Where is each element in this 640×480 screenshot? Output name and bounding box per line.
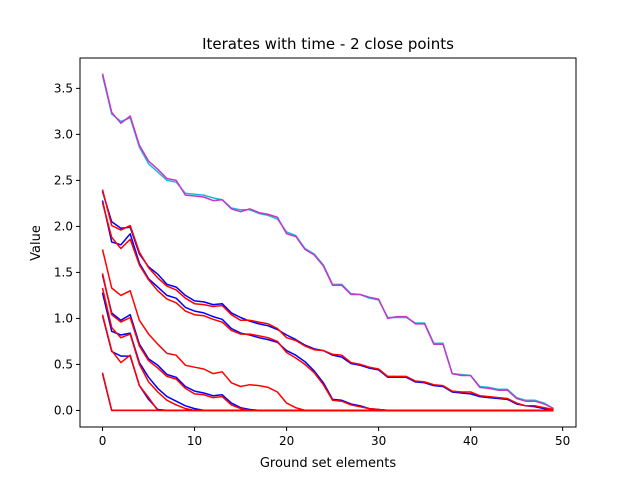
x-tick-label: 20 — [279, 434, 294, 448]
x-tick-label: 50 — [555, 434, 570, 448]
x-axis: 0 10 20 30 40 50 — [99, 427, 570, 448]
series-line-red-14 — [101, 372, 554, 412]
x-axis-label: Ground set elements — [260, 456, 397, 471]
series-line-red-3 — [101, 189, 554, 411]
y-tick-label: 1.5 — [54, 265, 73, 279]
y-tick-label: 0.0 — [54, 403, 73, 417]
chart-title: Iterates with time - 2 close points — [202, 35, 454, 53]
x-tick-label: 40 — [463, 434, 478, 448]
plot-frame — [79, 57, 577, 428]
y-tick-label: 3.5 — [54, 81, 73, 95]
y-tick-label: 2.0 — [54, 219, 73, 233]
y-axis: 0.0 0.5 1.0 1.5 2.0 2.5 3.0 3.5 — [54, 81, 80, 417]
x-tick-label: 30 — [371, 434, 386, 448]
x-tick-label: 0 — [99, 434, 107, 448]
y-tick-label: 0.5 — [54, 357, 73, 371]
y-axis-label: Value — [29, 225, 44, 261]
x-tick-label: 10 — [187, 434, 202, 448]
y-tick-label: 1.0 — [54, 311, 73, 325]
y-tick-label: 2.5 — [54, 173, 73, 187]
series-line-magenta-1 — [101, 73, 554, 410]
y-tick-label: 3.0 — [54, 127, 73, 141]
series-lines — [101, 73, 554, 412]
